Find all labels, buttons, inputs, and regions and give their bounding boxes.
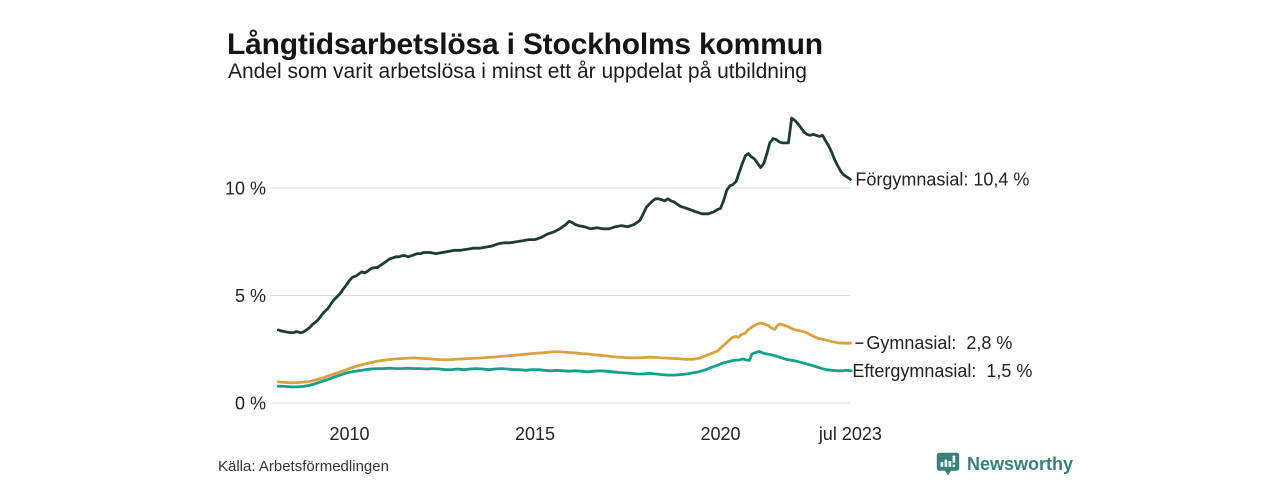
series-end-label-eftergymnasial: Eftergymnasial: 1,5 %: [852, 361, 1032, 381]
y-tick-label: 0 %: [235, 394, 266, 414]
series-line-gymnasial: [276, 321, 852, 385]
x-tick-label: jul 2023: [818, 424, 882, 444]
speech-bubble-bar-chart-icon: [936, 452, 960, 475]
series-line-förgymnasial: [276, 116, 852, 335]
x-tick-label: 2010: [329, 424, 369, 444]
series-end-label-förgymnasial: Förgymnasial: 10,4 %: [855, 169, 1029, 189]
chart-title: Långtidsarbetslösa i Stockholms kommun: [227, 28, 823, 62]
newsworthy-logo[interactable]: Newsworthy: [936, 451, 1073, 477]
newsworthy-brand-text: Newsworthy: [967, 453, 1074, 474]
series-line-eftergymnasial: [276, 349, 852, 389]
y-tick-label: 10 %: [225, 179, 266, 199]
y-tick-label: 5 %: [235, 286, 266, 306]
series-end-label-gymnasial: Gymnasial: 2,8 %: [866, 333, 1012, 353]
x-tick-label: 2015: [515, 424, 555, 444]
x-tick-label: 2020: [700, 424, 740, 444]
source-note: Källa: Arbetsförmedlingen: [218, 458, 389, 475]
chart-subtitle: Andel som varit arbetslösa i minst ett å…: [228, 60, 807, 83]
